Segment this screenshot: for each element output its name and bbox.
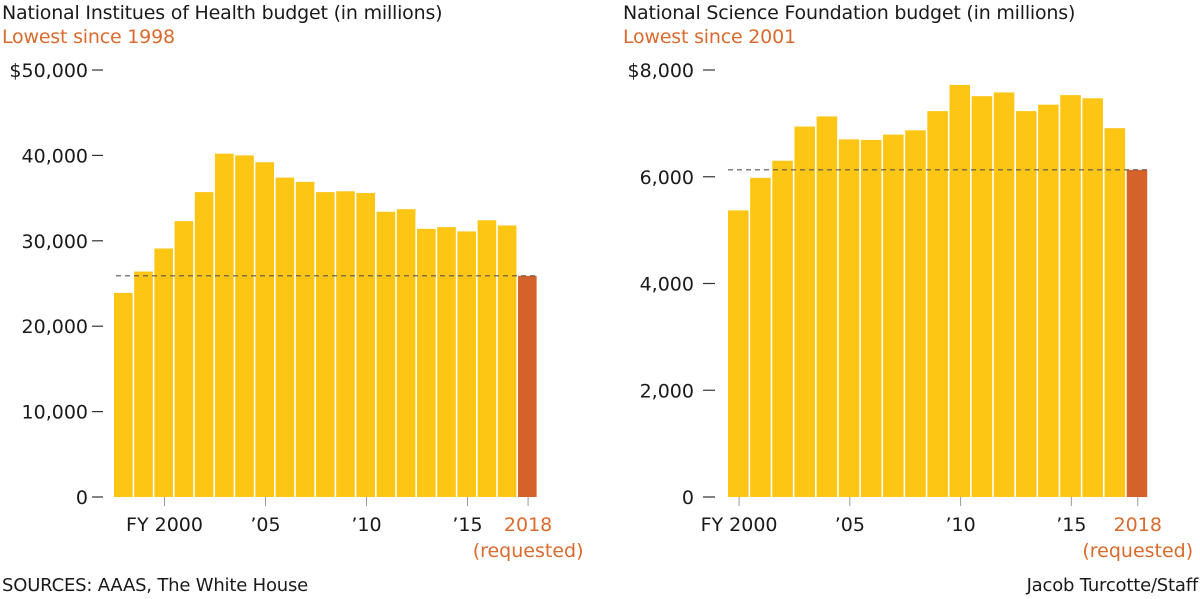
nih-bar-2011 xyxy=(376,211,396,497)
sources-note: SOURCES: AAAS, The White House xyxy=(2,575,309,596)
nsf-bar-2007 xyxy=(883,134,904,498)
nih-bar-2015 xyxy=(457,231,476,497)
nih-bar-2016 xyxy=(477,220,497,497)
nsf-bar-2004 xyxy=(816,116,838,497)
nih-y-tick-label: $50,000 xyxy=(9,60,88,82)
nih-x-tick-label: 2018 xyxy=(504,514,552,536)
nih-bar-2008 xyxy=(316,192,335,497)
nsf-x-tick-sublabel: (requested) xyxy=(1082,540,1193,562)
nih-bar-2007 xyxy=(295,181,315,497)
nsf-bar-2006 xyxy=(860,139,882,497)
nsf-bar-2015 xyxy=(1060,95,1081,498)
nih-y-tick-label: 30,000 xyxy=(22,231,88,253)
nsf-bar-2001 xyxy=(750,177,771,497)
nsf-bar-2008 xyxy=(905,130,926,497)
nsf-bar-2002 xyxy=(772,160,793,498)
nih-bar-2017 xyxy=(497,225,517,498)
nsf-bar-2016 xyxy=(1082,98,1103,497)
nih-x-tick-label: ’15 xyxy=(452,514,482,536)
nih-bar-2002 xyxy=(194,192,214,497)
nih-y-tick-label: 20,000 xyxy=(22,316,88,338)
nsf-bar-2003 xyxy=(794,126,815,497)
nih-x-tick-sublabel: (requested) xyxy=(473,540,584,562)
nih-bar-2018 xyxy=(518,275,537,497)
nsf-x-tick-label: 2018 xyxy=(1114,514,1162,536)
nih-bar-1998 xyxy=(114,292,133,497)
nih-bar-2014 xyxy=(437,227,456,498)
photo-credit: Jacob Turcotte/Staff xyxy=(1026,575,1199,596)
nih-y-tick-label: 10,000 xyxy=(22,402,88,424)
nsf-x-tick-label: ’05 xyxy=(835,514,865,536)
nsf-bar-2011 xyxy=(971,96,993,497)
nih-bar-2001 xyxy=(174,221,194,497)
nsf-bar-2010 xyxy=(949,84,971,497)
nsf-x-tick-label: ’10 xyxy=(945,514,975,536)
nih-chart-subtitle: Lowest since 1998 xyxy=(2,26,175,48)
nsf-bar-2012 xyxy=(993,92,1015,497)
nih-bar-2010 xyxy=(356,192,375,497)
nsf-chart-subtitle: Lowest since 2001 xyxy=(623,26,796,48)
nsf-y-tick-label: $8,000 xyxy=(628,60,694,82)
nih-chart-title: National Institues of Health budget (in … xyxy=(2,2,443,24)
nih-bar-2005 xyxy=(255,162,274,497)
nih-bar-2013 xyxy=(417,228,436,497)
nsf-y-tick-label: 2,000 xyxy=(640,380,694,402)
nsf-x-tick-label: ’15 xyxy=(1056,514,1086,536)
nih-bar-2000 xyxy=(154,248,173,497)
nsf-bar-2014 xyxy=(1038,104,1059,497)
nsf-bar-2005 xyxy=(838,139,860,497)
nih-bar-2003 xyxy=(215,153,234,497)
nsf-y-tick-label: 0 xyxy=(682,487,694,509)
nsf-y-tick-label: 4,000 xyxy=(640,274,694,296)
nih-x-tick-label: FY 2000 xyxy=(126,514,203,536)
nih-bar-2009 xyxy=(336,191,355,497)
nih-bar-2012 xyxy=(396,209,416,497)
nih-bar-2006 xyxy=(275,177,295,497)
nih-y-tick-label: 0 xyxy=(76,487,88,509)
nih-x-tick-label: ’10 xyxy=(351,514,381,536)
nih-bar-1999 xyxy=(134,271,153,497)
nsf-chart-title: National Science Foundation budget (in m… xyxy=(623,2,1076,24)
nsf-x-tick-label: FY 2000 xyxy=(701,514,778,536)
nsf-y-tick-label: 6,000 xyxy=(640,167,694,189)
nsf-bar-2018 xyxy=(1126,169,1148,497)
nsf-bar-2013 xyxy=(1015,111,1037,497)
nsf-bar-2017 xyxy=(1104,128,1126,497)
nih-y-tick-label: 40,000 xyxy=(22,145,88,167)
nih-bar-2004 xyxy=(235,155,254,497)
nih-x-tick-label: ’05 xyxy=(250,514,280,536)
nsf-bar-2009 xyxy=(927,111,948,497)
nsf-bar-2000 xyxy=(728,210,749,497)
